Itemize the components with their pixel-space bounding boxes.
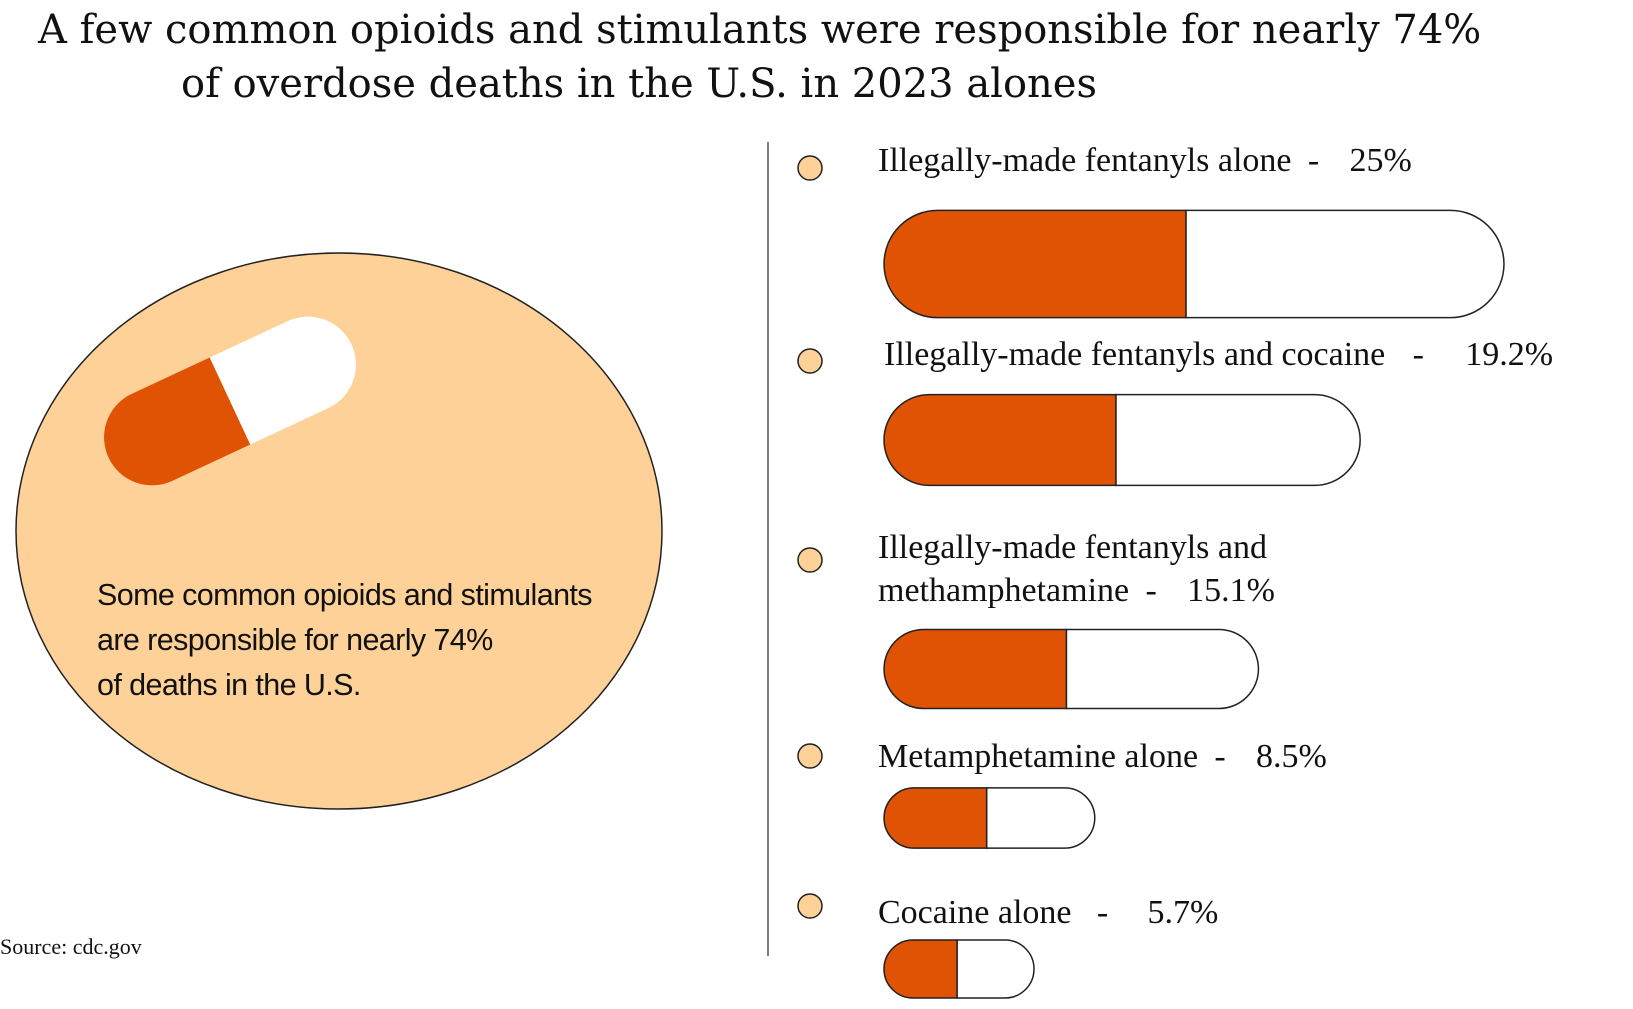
chart-title-line-1: A few common opioids and stimulants were… [38, 7, 1482, 53]
decorative-capsule-icon [104, 316, 356, 486]
capsule-empty-part [1115, 393, 1361, 487]
legend-bullet-2 [797, 348, 823, 374]
category-value: 8.5% [1256, 738, 1327, 775]
capsule-empty-part [1065, 628, 1260, 710]
category-name: Metamphetamine alone [878, 738, 1199, 775]
summary-callout-line-1: Some common opioids and stimulants [97, 578, 593, 612]
capsule-bar-4 [883, 787, 1096, 849]
category-label-3b: methamphetamine -15.1% [878, 569, 1275, 612]
capsule-bar-5 [883, 939, 1035, 999]
capsule-filled-part [883, 209, 1187, 319]
capsule-empty-part [956, 939, 1035, 999]
category-label-2: Illegally-made fentanyls and cocaine -19.… [884, 333, 1553, 376]
category-value: 19.2% [1465, 336, 1554, 373]
legend-bullet-1 [797, 155, 823, 181]
category-name: Illegally-made fentanyls alone [878, 142, 1292, 179]
capsule-filled-part [883, 393, 1117, 487]
category-value: 15.1% [1187, 572, 1275, 609]
category-value: 5.7% [1147, 894, 1219, 931]
legend-bullet-5 [797, 893, 823, 919]
category-label-3: Illegally-made fentanyls and [878, 526, 1267, 569]
capsule-empty-part [1185, 209, 1505, 319]
capsule-filled-part [883, 787, 988, 849]
category-name: Illegally-made fentanyls and cocaine [884, 336, 1386, 373]
category-value: 25% [1349, 142, 1412, 179]
capsule-filled-part [883, 939, 958, 999]
capsule-filled-part [883, 628, 1068, 710]
category-label-4: Metamphetamine alone -8.5% [878, 735, 1327, 778]
chart-title-line-2: of overdose deaths in the U.S. in 2023 a… [181, 61, 1097, 107]
capsule-icon-filled-half [104, 357, 251, 486]
capsule-bar-2 [883, 393, 1361, 487]
category-label-5: Cocaine alone -5.7% [878, 891, 1218, 934]
category-label-1: Illegally-made fentanyls alone -25% [878, 139, 1412, 182]
legend-bullet-3 [797, 547, 823, 573]
capsule-bars [797, 155, 1505, 999]
category-name: Cocaine alone [878, 894, 1072, 931]
legend-bullet-4 [797, 743, 823, 769]
capsule-bar-1 [883, 209, 1505, 319]
summary-callout-line-3: of deaths in the U.S. [97, 668, 361, 702]
summary-callout-line-2: are responsible for nearly 74% [97, 623, 493, 657]
source-note: Source: cdc.gov [0, 934, 142, 959]
category-name-line-2: methamphetamine [878, 572, 1130, 609]
capsule-icon-empty-half [209, 316, 356, 445]
category-name-line-1: Illegally-made fentanyls and [878, 529, 1267, 566]
summary-callout: Some common opioids and stimulants are r… [97, 573, 657, 708]
capsule-bar-3 [883, 628, 1260, 710]
capsule-empty-part [985, 787, 1096, 849]
